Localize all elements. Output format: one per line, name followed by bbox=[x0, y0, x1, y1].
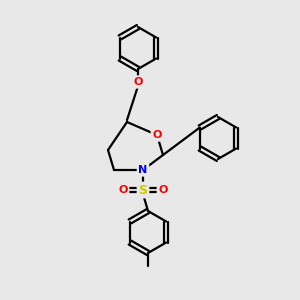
Text: O: O bbox=[118, 185, 128, 195]
Text: O: O bbox=[133, 77, 143, 87]
Text: N: N bbox=[138, 165, 148, 175]
Text: O: O bbox=[152, 130, 162, 140]
Text: O: O bbox=[158, 185, 168, 195]
Text: S: S bbox=[139, 184, 148, 196]
